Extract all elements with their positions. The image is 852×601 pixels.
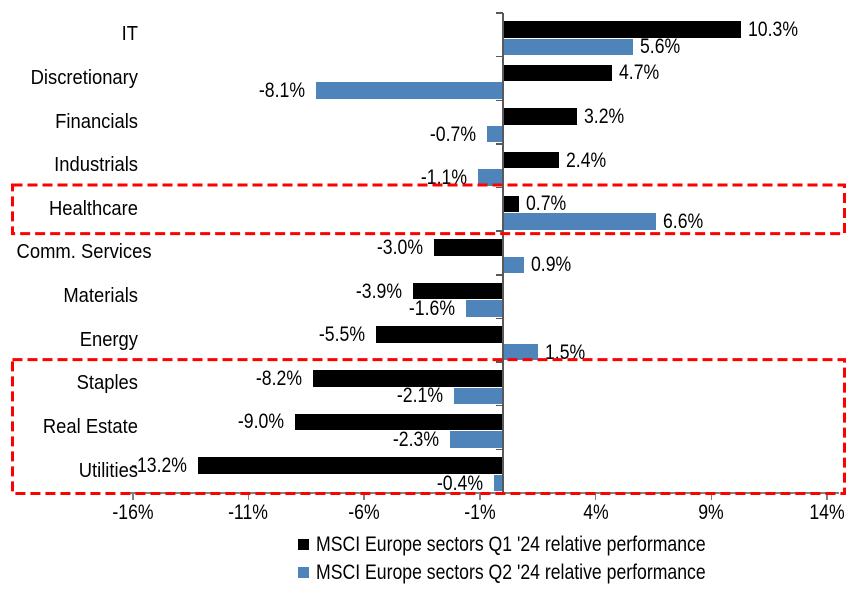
y-axis-tick-1 <box>495 55 503 58</box>
y-axis-tick-2 <box>495 99 503 102</box>
x-axis-tick--6% <box>363 493 365 500</box>
x-axis-tick-14% <box>826 493 828 500</box>
category-label-real-estate: Real Estate <box>42 416 138 439</box>
value-label-s1-materials: -3.9% <box>355 279 402 303</box>
bar-s2-it <box>503 38 633 55</box>
bar-s2-real-estate <box>449 431 503 448</box>
bar-s1-healthcare <box>503 195 520 213</box>
bar-s1-comm-services <box>433 239 503 256</box>
x-axis-tick-label--11%: -11% <box>228 500 269 524</box>
bar-s1-energy <box>375 326 503 343</box>
value-label-s2-discretionary: -8.1% <box>258 78 305 102</box>
y-axis-tick-0 <box>495 12 503 14</box>
value-label-s1-real-estate: -9.0% <box>237 410 284 434</box>
value-label-s2-it: 5.6% <box>639 35 680 59</box>
value-label-s1-financials: 3.2% <box>584 105 625 129</box>
bar-s2-financials <box>486 125 503 143</box>
y-axis-line <box>501 13 504 493</box>
category-label-energy: Energy <box>79 328 138 351</box>
bar-s1-it <box>503 21 742 38</box>
x-axis-tick-9% <box>710 493 712 500</box>
value-label-s2-healthcare: 6.6% <box>662 209 703 233</box>
value-label-s1-comm-services: -3.0% <box>376 235 423 259</box>
category-label-it: IT <box>121 23 138 46</box>
bar-s2-discretionary <box>315 82 503 99</box>
category-label-healthcare: Healthcare <box>49 197 138 220</box>
value-label-s1-industrials: 2.4% <box>565 148 606 172</box>
value-label-s1-staples: -8.2% <box>256 366 303 390</box>
value-label-s2-utilities: -0.4% <box>436 471 483 495</box>
bar-s2-materials <box>465 300 503 317</box>
category-label-financials: Financials <box>55 110 138 133</box>
y-axis-tick-8 <box>495 361 503 363</box>
category-label-staples: Staples <box>76 372 138 395</box>
value-label-s2-financials: -0.7% <box>429 122 476 146</box>
y-axis-tick-11 <box>495 492 503 494</box>
y-axis-tick-4 <box>495 186 503 189</box>
value-label-s2-industrials: -1.1% <box>420 166 467 190</box>
x-axis-tick-label-14%: 14% <box>809 500 845 524</box>
x-axis-tick--1% <box>479 493 481 500</box>
y-axis-tick-6 <box>495 274 503 276</box>
value-label-s2-energy: 1.5% <box>544 340 585 364</box>
y-axis-tick-9 <box>495 404 503 407</box>
x-axis-tick--11% <box>247 493 250 500</box>
x-axis-tick-label--16%: -16% <box>112 500 154 524</box>
legend-swatch-q1 <box>298 538 309 550</box>
value-label-s1-it: 10.3% <box>748 17 799 41</box>
value-label-s1-discretionary: 4.7% <box>618 61 659 85</box>
bar-s1-industrials <box>503 151 559 169</box>
category-label-comm-services: Comm. Services <box>16 241 152 264</box>
x-axis-tick-4% <box>594 493 597 500</box>
bar-s2-energy <box>503 343 538 361</box>
value-label-s1-energy: -5.5% <box>318 323 365 347</box>
legend-swatch-q2 <box>298 566 309 578</box>
y-axis-tick-10 <box>495 448 503 451</box>
value-label-s1-healthcare: 0.7% <box>526 192 567 216</box>
y-axis-tick-3 <box>495 143 503 145</box>
legend-item-q1: MSCI Europe sectors Q1 '24 relative perf… <box>298 534 780 555</box>
y-axis-tick-7 <box>495 317 503 320</box>
value-label-s2-staples: -2.1% <box>397 384 444 408</box>
category-label-discretionary: Discretionary <box>30 66 139 89</box>
legend-label-q2: MSCI Europe sectors Q2 '24 relative perf… <box>316 560 706 584</box>
bar-s1-financials <box>503 108 578 125</box>
x-axis-tick-label-9%: 9% <box>698 500 724 524</box>
bar-s2-comm-services <box>503 256 524 274</box>
value-label-s1-utilities: -13.2% <box>130 454 187 478</box>
x-axis-tick-label-4%: 4% <box>582 500 609 524</box>
bar-s2-healthcare <box>503 213 656 230</box>
category-label-industrials: Industrials <box>54 154 139 177</box>
bar-s2-industrials <box>477 169 503 186</box>
bar-s1-discretionary <box>503 64 612 82</box>
value-label-s2-comm-services: 0.9% <box>530 253 572 277</box>
x-axis-tick--16% <box>132 493 134 500</box>
value-label-s2-real-estate: -2.3% <box>392 427 439 451</box>
y-axis-tick-5 <box>495 230 503 232</box>
category-label-materials: Materials <box>63 285 138 308</box>
bar-s2-staples <box>454 387 503 405</box>
bar-s1-materials <box>412 282 503 300</box>
legend-item-q2: MSCI Europe sectors Q2 '24 relative perf… <box>298 562 780 583</box>
value-label-s2-materials: -1.6% <box>408 297 455 321</box>
legend-label-q1: MSCI Europe sectors Q1 '24 relative perf… <box>316 532 706 556</box>
x-axis-tick-label--1%: -1% <box>464 500 496 524</box>
x-axis-tick-label--6%: -6% <box>348 500 380 524</box>
